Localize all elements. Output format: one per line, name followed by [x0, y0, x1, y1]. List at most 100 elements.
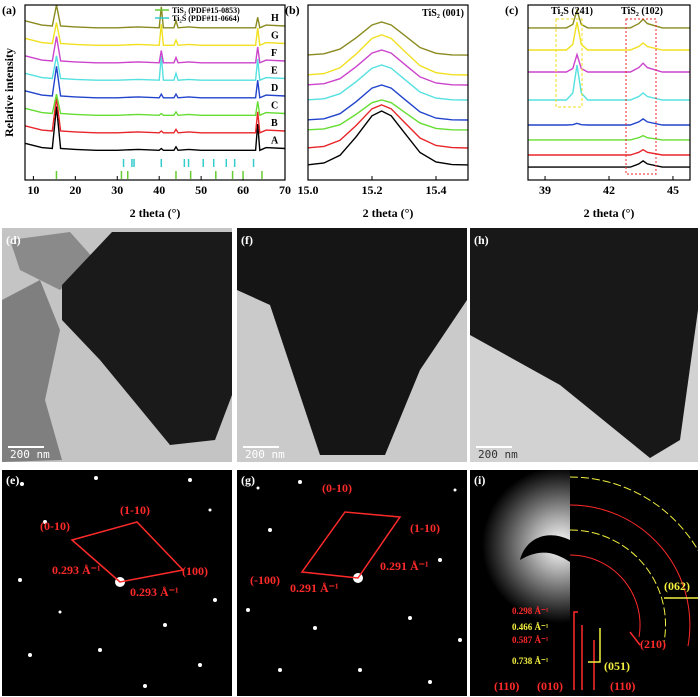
distance-label: 0.293 Å⁻¹	[52, 563, 101, 577]
image-bg	[237, 470, 467, 696]
spectrum	[528, 118, 690, 126]
x-tick-label: 70	[279, 183, 291, 197]
distance-label: 0.291 Å⁻¹	[290, 581, 339, 595]
index-label: (0-10)	[322, 481, 352, 495]
highlight-box	[555, 18, 583, 108]
highlight-box	[625, 18, 657, 175]
series-label: D	[271, 83, 278, 94]
ring-label: 0.587 Å⁻¹	[512, 635, 549, 645]
distance-label: 0.291 Å⁻¹	[380, 559, 429, 573]
legend-label: Ti₂S (PDF#11-0664)	[172, 14, 240, 23]
index-label: (010)	[537, 679, 563, 693]
x-tick-label: 60	[237, 183, 249, 197]
spectrum	[307, 49, 469, 86]
saed-g: (g) (0-10) (1-10) (-100) 0.291 Å⁻¹ 0.291…	[237, 470, 467, 696]
spectrum	[24, 55, 286, 82]
spectrum	[528, 52, 690, 73]
flake	[62, 232, 232, 445]
x-axis-label: 2 theta (°)	[584, 206, 635, 220]
index-label: (100)	[182, 564, 208, 578]
index-label: (1-10)	[120, 503, 150, 517]
annotation: Ti₂S (241)	[551, 6, 593, 17]
tem-f: (f) 200 nm	[237, 228, 467, 462]
x-axis-label: 2 theta (°)	[363, 206, 414, 220]
spectrum	[24, 36, 286, 64]
x-axis-label: 2 theta (°)	[130, 206, 181, 220]
flake	[237, 228, 467, 455]
spectrum	[307, 64, 469, 101]
spectrum	[528, 134, 690, 141]
lattice	[70, 521, 185, 583]
x-tick-label: 42	[603, 183, 615, 197]
x-tick-label: 39	[539, 183, 551, 197]
panel-label: (f)	[241, 233, 253, 247]
annotation: TiS₂ (001)	[422, 8, 464, 19]
spectrum	[528, 148, 690, 156]
plot-frame	[527, 4, 691, 181]
debris	[2, 280, 62, 462]
tem-d: (d) 200 nm	[2, 228, 232, 462]
spectrum	[528, 21, 690, 51]
panel-label: (c)	[505, 3, 518, 17]
panel-label: (a)	[2, 3, 16, 17]
ring-label: 0.466 Å⁻¹	[512, 622, 549, 632]
spectrum	[24, 106, 286, 152]
series-label: E	[271, 66, 278, 77]
panel-label: (d)	[6, 233, 21, 247]
panel-label: (h)	[474, 233, 489, 247]
ring-pattern	[482, 470, 570, 623]
x-tick-label: 40	[153, 183, 165, 197]
ring-label: 0.298 Å⁻¹	[512, 606, 549, 616]
index-label: (062)	[664, 579, 690, 593]
spectrum	[307, 110, 469, 166]
x-tick-label: 20	[69, 183, 81, 197]
spectrum	[307, 104, 469, 149]
spectrum	[528, 64, 690, 101]
index-label: (210)	[640, 637, 666, 651]
spectrum	[528, 7, 690, 29]
saed-e: (e) (1-10) (0-10) (100) 0.293 Å⁻¹ 0.293 …	[2, 470, 232, 696]
x-tick-label: 45	[667, 183, 679, 197]
distance-label: 0.293 Å⁻¹	[130, 585, 179, 599]
beam-stop	[520, 535, 570, 562]
plot-frame	[307, 4, 469, 181]
series-label: F	[271, 48, 277, 59]
series-label: C	[271, 101, 278, 112]
panel-label: (i)	[474, 473, 485, 487]
series-label: B	[271, 118, 278, 129]
index-label: (0-10)	[40, 519, 70, 533]
scale-label: 200 nm	[10, 448, 50, 461]
spectrum	[24, 4, 286, 29]
spectrum	[24, 22, 286, 47]
saed-i: (i) 0.298 Å⁻¹ 0.466 Å⁻¹ 0.587 Å⁻¹ 0.738 …	[470, 470, 698, 696]
x-tick-label: 10	[27, 183, 39, 197]
spectrum	[307, 99, 469, 131]
index-label: (110)	[610, 679, 635, 693]
spectrum	[24, 66, 286, 99]
x-tick-label: 50	[195, 183, 207, 197]
y-axis-label: Relative intensity	[2, 48, 16, 137]
legend-label: TiS₂ (PDF#15-0853)	[172, 6, 240, 15]
spectrum	[307, 21, 469, 56]
lattice	[300, 511, 402, 579]
x-tick-label: 15.2	[362, 183, 383, 197]
x-tick-label: 30	[111, 183, 123, 197]
plot-frame	[24, 4, 286, 181]
flake	[470, 228, 698, 458]
spectrum	[24, 97, 286, 134]
spectrum	[528, 160, 690, 168]
index-label: (1-10)	[410, 521, 440, 535]
series-label: A	[271, 136, 279, 147]
index-label: (051)	[604, 659, 630, 673]
tem-h: (h) 200 nm	[470, 228, 698, 462]
connectors	[573, 597, 698, 690]
annotation: TiS₂ (102)	[621, 6, 663, 17]
series-label: H	[271, 13, 279, 24]
x-tick-label: 15.4	[426, 183, 447, 197]
index-label: (110)	[494, 679, 519, 693]
panel-label: (g)	[241, 473, 255, 487]
series-label: G	[271, 31, 279, 42]
x-tick-label: 15.0	[298, 183, 319, 197]
